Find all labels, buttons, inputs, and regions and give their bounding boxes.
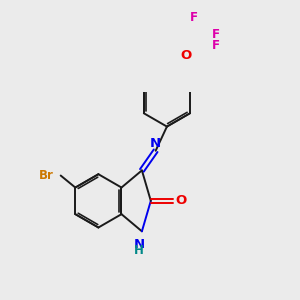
Text: O: O — [175, 194, 186, 207]
Text: O: O — [181, 49, 192, 62]
Text: H: H — [134, 244, 144, 257]
Text: F: F — [190, 11, 198, 24]
Text: Br: Br — [39, 169, 53, 182]
Text: F: F — [212, 39, 220, 52]
Text: N: N — [150, 137, 161, 150]
Text: F: F — [212, 28, 220, 40]
Text: N: N — [133, 238, 144, 251]
